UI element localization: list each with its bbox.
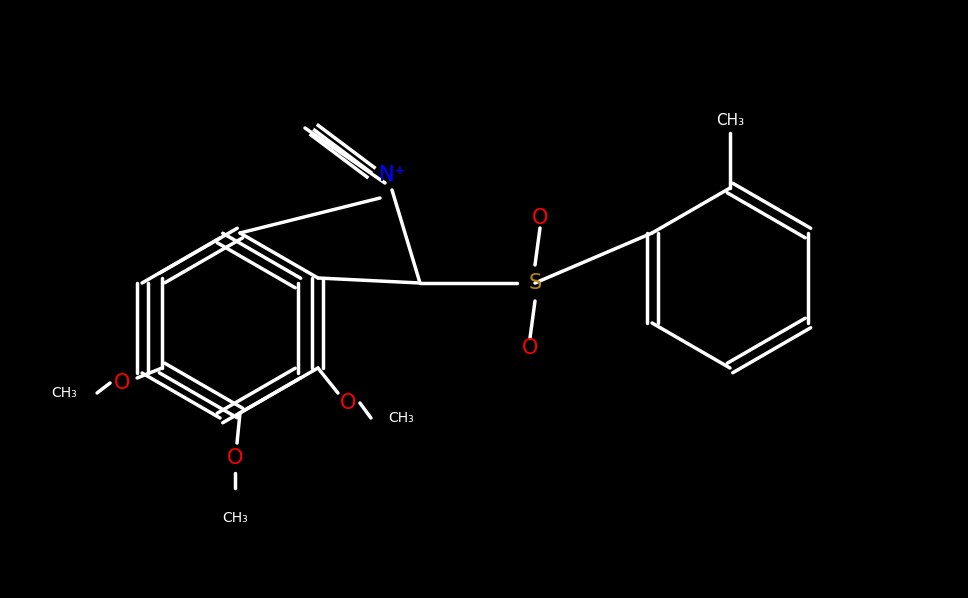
Text: CH₃: CH₃ <box>51 386 76 400</box>
Text: CH₃: CH₃ <box>716 114 744 129</box>
Text: O: O <box>340 393 356 413</box>
Text: O: O <box>531 208 548 228</box>
Text: N⁺: N⁺ <box>378 165 406 185</box>
Text: N⁺: N⁺ <box>378 165 406 185</box>
Text: CH₃: CH₃ <box>222 511 248 525</box>
Text: O: O <box>114 373 131 393</box>
Text: O: O <box>227 448 243 468</box>
Text: S: S <box>529 273 542 293</box>
Text: O: O <box>522 338 538 358</box>
Text: CH₃: CH₃ <box>388 411 413 425</box>
